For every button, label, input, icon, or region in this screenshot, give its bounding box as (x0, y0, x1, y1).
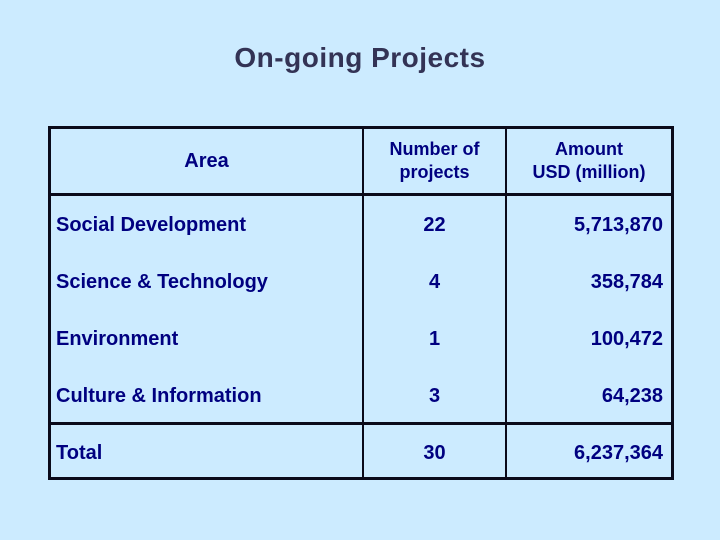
header-area: Area (51, 129, 362, 193)
row-amount: 5,713,870 (574, 214, 663, 236)
page-title: On-going Projects (234, 42, 486, 73)
projects-table: Area Number of projects Amount USD (mill… (48, 126, 674, 480)
row-amount: 64,238 (601, 385, 663, 407)
total-amount: 6,237,364 (574, 442, 663, 464)
header-number-line1: Number of (389, 139, 480, 159)
row-amount: 100,472 (590, 328, 663, 350)
column-divider (362, 129, 364, 477)
column-divider (505, 129, 507, 477)
total-divider (51, 422, 671, 425)
header-amount-line2: USD (million) (532, 162, 646, 182)
total-area: Total (56, 442, 103, 464)
header-area-label: Area (184, 149, 229, 172)
row-number: 4 (428, 271, 441, 293)
row-area: Environment (56, 328, 179, 350)
row-area: Culture & Information (56, 385, 262, 407)
header-amount: Amount USD (million) (507, 129, 671, 193)
total-number: 30 (423, 442, 446, 464)
header-divider (51, 193, 671, 196)
row-area: Social Development (56, 214, 247, 236)
header-amount-line1: Amount (555, 139, 623, 159)
row-amount: 358,784 (590, 271, 663, 293)
row-number: 1 (428, 328, 441, 350)
header-number-of-projects: Number of projects (364, 129, 505, 193)
row-number: 22 (423, 214, 446, 236)
row-number: 3 (428, 385, 441, 407)
row-area: Science & Technology (56, 271, 268, 293)
header-number-line2: projects (399, 162, 470, 182)
